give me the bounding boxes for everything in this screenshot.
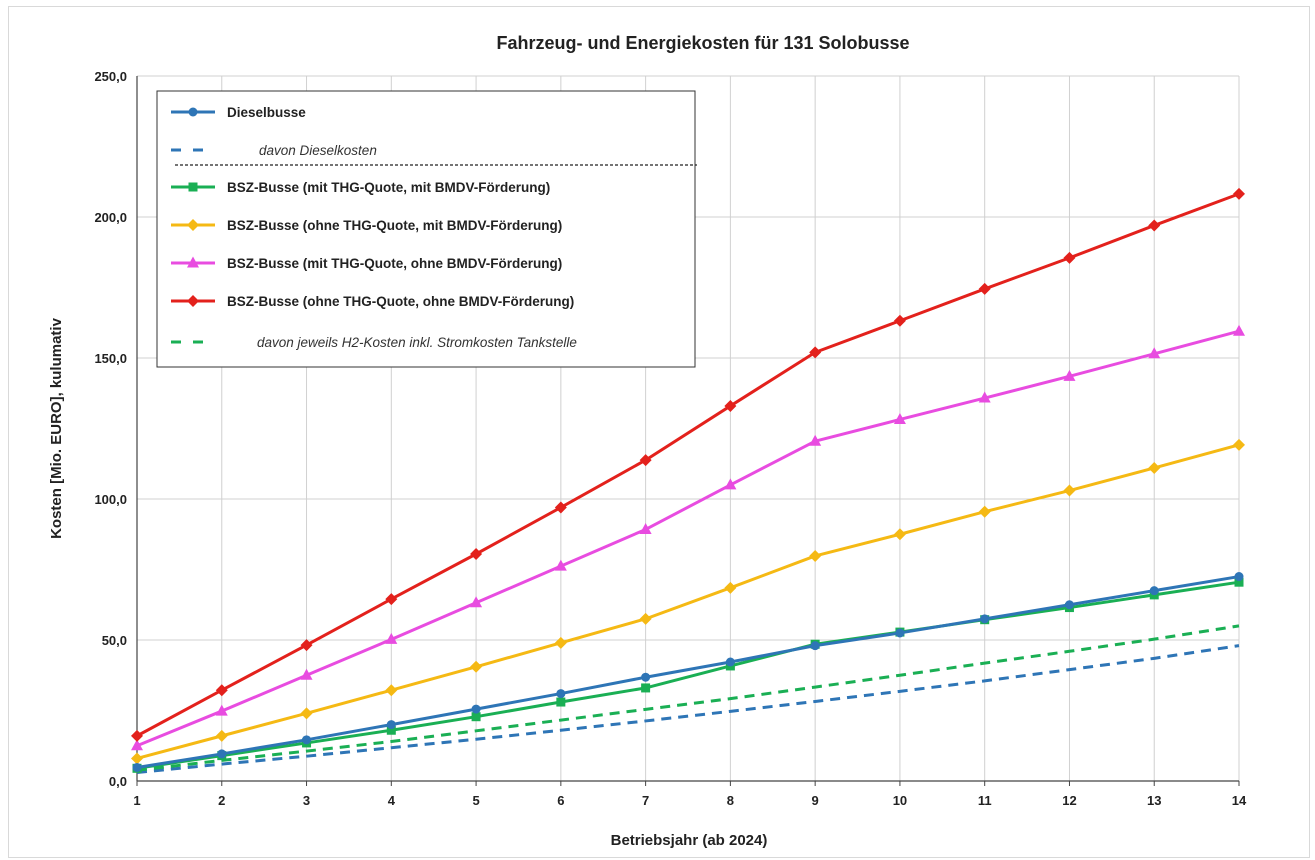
y-tick-label: 250,0 [94, 69, 127, 84]
chart-title: Fahrzeug- und Energiekosten für 131 Solo… [496, 33, 909, 53]
data-point [556, 689, 565, 698]
line-chart: Fahrzeug- und Energiekosten für 131 Solo… [9, 7, 1309, 857]
y-tick-label: 100,0 [94, 492, 127, 507]
data-point [1065, 600, 1074, 609]
y-axis-label: Kosten [Mio. EURO], kulumativ [48, 317, 65, 539]
data-point [216, 730, 228, 742]
data-point [470, 548, 482, 560]
data-point [1233, 439, 1245, 451]
x-tick-label: 3 [303, 793, 310, 808]
x-tick-label: 10 [893, 793, 907, 808]
x-tick-labels: 1 2 3 4 5 6 7 8 9 10 11 12 13 14 [133, 793, 1247, 808]
data-point [641, 673, 650, 682]
series-1 [137, 646, 1239, 773]
data-point [1063, 252, 1075, 264]
data-point [724, 582, 736, 594]
legend-label: BSZ-Busse (mit THG-Quote, mit BMDV-Förde… [227, 180, 550, 195]
x-axis-label: Betriebsjahr (ab 2024) [611, 832, 768, 849]
y-tick-label: 200,0 [94, 210, 127, 225]
legend-label: Dieselbusse [227, 105, 306, 120]
chart-frame: Fahrzeug- und Energiekosten für 131 Solo… [8, 6, 1310, 858]
y-tick-label: 50,0 [102, 633, 127, 648]
data-point [640, 613, 652, 625]
x-tick-label: 1 [133, 793, 140, 808]
legend-marker [189, 183, 198, 192]
series-line [137, 646, 1239, 773]
x-tick-label: 7 [642, 793, 649, 808]
data-point [1235, 572, 1244, 581]
x-tick-label: 13 [1147, 793, 1161, 808]
x-tick-label: 9 [812, 793, 819, 808]
x-tick-label: 4 [388, 793, 396, 808]
series-2 [133, 578, 1244, 773]
data-point [217, 749, 226, 758]
series-line [137, 331, 1239, 746]
legend-label: davon Dieselkosten [259, 143, 377, 158]
x-tick-label: 12 [1062, 793, 1076, 808]
x-tick-label: 11 [978, 793, 992, 808]
data-point [387, 720, 396, 729]
data-point [1148, 462, 1160, 474]
x-tick-label: 5 [472, 793, 479, 808]
x-tick-label: 8 [727, 793, 734, 808]
data-point [809, 550, 821, 562]
data-point [1233, 188, 1245, 200]
data-point [301, 639, 313, 651]
legend-label: BSZ-Busse (mit THG-Quote, ohne BMDV-Förd… [227, 256, 562, 271]
data-point [811, 641, 820, 650]
data-point [470, 661, 482, 673]
data-point [385, 593, 397, 605]
data-point [385, 684, 397, 696]
data-point [555, 501, 567, 513]
legend-label: BSZ-Busse (ohne THG-Quote, mit BMDV-Förd… [227, 218, 562, 233]
y-tick-label: 150,0 [94, 351, 127, 366]
data-point [1063, 485, 1075, 497]
data-point [131, 730, 143, 742]
data-point [302, 735, 311, 744]
x-tick-label: 14 [1232, 793, 1247, 808]
data-point [1233, 325, 1245, 336]
y-tick-label: 0,0 [109, 774, 127, 789]
data-point [133, 763, 142, 772]
legend: Dieselbusse davon Dieselkosten BSZ-Busse (… [157, 91, 697, 367]
data-point [301, 707, 313, 719]
data-point [1148, 219, 1160, 231]
data-point [980, 614, 989, 623]
data-point [726, 657, 735, 666]
y-tick-labels: 0,0 50,0 100,0 150,0 200,0 250,0 [94, 69, 127, 789]
series-4 [131, 325, 1245, 751]
data-point [556, 698, 565, 707]
data-point [641, 683, 650, 692]
data-point [894, 528, 906, 540]
x-tick-label: 6 [557, 793, 564, 808]
data-point [216, 684, 228, 696]
data-point [555, 637, 567, 649]
data-point [1150, 586, 1159, 595]
data-point [979, 283, 991, 295]
x-tick-label: 2 [218, 793, 225, 808]
data-point [895, 628, 904, 637]
legend-marker [189, 108, 198, 117]
data-point [979, 506, 991, 518]
data-point [131, 752, 143, 764]
data-point [472, 705, 481, 714]
data-point [894, 315, 906, 327]
legend-label: BSZ-Busse (ohne THG-Quote, ohne BMDV-För… [227, 294, 574, 309]
legend-label: davon jeweils H2-Kosten inkl. Stromkoste… [257, 335, 577, 350]
